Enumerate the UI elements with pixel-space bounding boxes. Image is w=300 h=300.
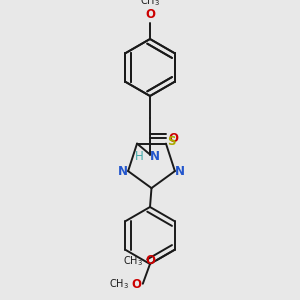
Text: O: O — [145, 8, 155, 21]
Text: N: N — [175, 165, 185, 178]
Text: N: N — [118, 165, 128, 178]
Text: S: S — [167, 135, 176, 148]
Text: N: N — [150, 149, 160, 163]
Text: H: H — [135, 149, 143, 163]
Text: CH$_3$: CH$_3$ — [109, 278, 129, 291]
Text: CH$_3$: CH$_3$ — [123, 254, 143, 268]
Text: O: O — [145, 254, 155, 267]
Text: O: O — [169, 131, 178, 145]
Text: CH$_3$: CH$_3$ — [140, 0, 160, 8]
Text: O: O — [131, 278, 141, 291]
